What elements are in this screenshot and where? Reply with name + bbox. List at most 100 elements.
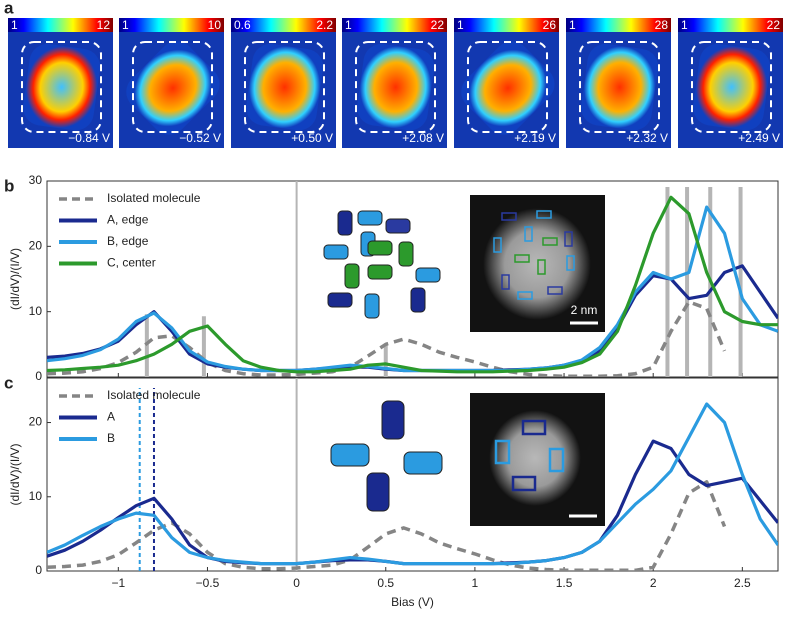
colorbar	[566, 18, 671, 32]
molecule-outline	[467, 41, 548, 133]
molecule	[403, 451, 443, 475]
stm-blob	[483, 208, 591, 320]
legend-label: C, center	[107, 256, 156, 270]
colorbar	[678, 18, 783, 32]
molecule	[366, 472, 390, 512]
plot-frame	[46, 180, 779, 378]
y-axis-label: (dI/dV)/(I/V)	[8, 443, 22, 505]
bias-label: +2.32 V	[626, 131, 668, 145]
bias-label: −0.52 V	[179, 131, 221, 145]
panel-letter: b	[4, 176, 14, 195]
panel-letter: a	[4, 0, 14, 17]
series-line	[47, 480, 727, 571]
map-blob	[23, 43, 101, 131]
y-tick-label: 20	[29, 239, 43, 253]
colorbar	[231, 18, 336, 32]
molecule	[357, 210, 383, 226]
series-line	[47, 195, 778, 374]
colorbar	[454, 18, 559, 32]
inset-b: 2 nm	[323, 195, 605, 332]
colorbar-min: 1	[11, 18, 18, 32]
series-line	[47, 205, 778, 373]
bias-label: +2.08 V	[402, 131, 444, 145]
x-tick-label: −1	[111, 576, 125, 590]
colorbar-min: 1	[457, 18, 464, 32]
y-tick-label: 20	[29, 415, 43, 429]
colorbar-max: 2.2	[316, 18, 333, 32]
bias-label: +0.50 V	[291, 131, 333, 145]
molecule	[344, 263, 360, 289]
legend-label: B, edge	[107, 234, 149, 248]
site-boxes	[493, 210, 575, 300]
molecule-outline	[244, 41, 325, 133]
x-tick-label: 0	[293, 576, 300, 590]
plot-area	[47, 187, 778, 377]
molecule	[415, 267, 441, 283]
series-line	[47, 402, 778, 566]
plot-area	[47, 388, 778, 571]
map-blob	[357, 43, 435, 131]
plot-frame	[46, 377, 779, 572]
x-tick-label: −0.5	[196, 576, 220, 590]
colorbar-max: 10	[208, 18, 222, 32]
colorbar	[119, 18, 224, 32]
colorbar-min: 1	[681, 18, 688, 32]
molecule-schematic	[330, 400, 443, 512]
molecule-outline	[691, 41, 772, 133]
map-blob	[461, 41, 555, 135]
series-line	[47, 300, 727, 377]
map-blob	[693, 43, 771, 131]
colorbar-max: 22	[431, 18, 445, 32]
molecule	[337, 210, 353, 236]
stm-blob	[489, 410, 581, 506]
map-row: 1 12 −0.84 V 1 10 −0.52 V 0.6 2.2 +0.50 V 1 22 +2.0…	[8, 18, 783, 148]
y-tick-label: 0	[35, 563, 42, 577]
y-tick-label: 0	[35, 369, 42, 383]
inset-c	[330, 393, 605, 526]
molecule	[327, 292, 353, 308]
colorbar	[8, 18, 113, 32]
molecule-outline	[579, 41, 660, 133]
colorbar-min: 1	[569, 18, 576, 32]
legend-label: Isolated molecule	[107, 191, 201, 205]
molecule	[410, 287, 426, 313]
molecule	[381, 400, 405, 440]
legend-label: B	[107, 431, 115, 445]
molecule-outline	[132, 41, 213, 133]
colorbar-min: 1	[122, 18, 129, 32]
molecule	[398, 241, 414, 267]
scale-label: 2 nm	[571, 303, 598, 317]
y-axis-label: (dI/dV)/(I/V)	[8, 248, 22, 310]
map-blob	[246, 43, 324, 131]
colorbar	[342, 18, 447, 32]
legend-label: A, edge	[107, 213, 149, 227]
legend-label: Isolated molecule	[107, 388, 201, 402]
molecule	[367, 240, 393, 256]
colorbar-min: 1	[345, 18, 352, 32]
colorbar-max: 22	[767, 18, 781, 32]
molecule	[367, 264, 393, 280]
colorbar-max: 12	[97, 18, 111, 32]
bias-label: +2.19 V	[514, 131, 556, 145]
panel-letter: c	[4, 373, 13, 392]
map-blob	[126, 41, 220, 135]
x-tick-label: 0.5	[377, 576, 394, 590]
molecule-outline	[21, 41, 102, 133]
colorbar-min: 0.6	[234, 18, 251, 32]
x-tick-label: 1.5	[556, 576, 573, 590]
site-boxes	[494, 419, 565, 492]
x-tick-label: 1	[472, 576, 479, 590]
bias-label: −0.84 V	[68, 131, 110, 145]
bias-label: +2.49 V	[738, 131, 780, 145]
map-blob	[581, 43, 659, 131]
x-tick-label: 2.5	[734, 576, 751, 590]
colorbar-max: 28	[655, 18, 669, 32]
molecule	[323, 244, 349, 260]
legend-label: A	[107, 410, 115, 424]
y-tick-label: 10	[29, 304, 43, 318]
x-tick-label: 2	[650, 576, 657, 590]
colorbar-max: 26	[543, 18, 557, 32]
molecule-schematic	[323, 210, 441, 319]
molecule	[364, 293, 380, 319]
